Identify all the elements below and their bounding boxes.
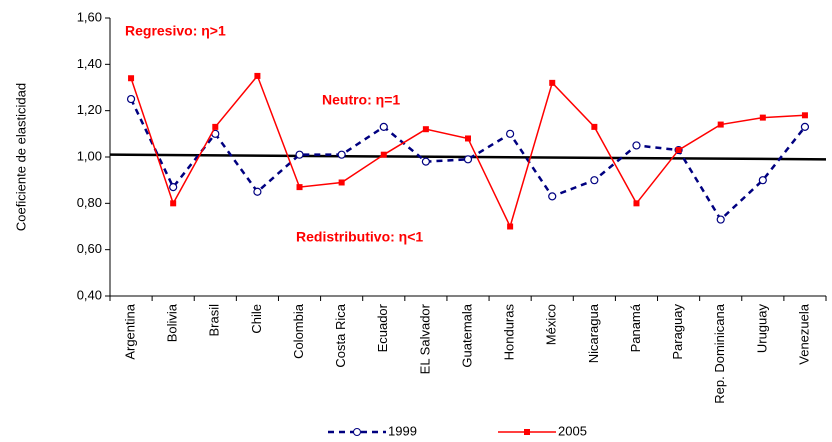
point (465, 135, 471, 142)
x-tick-label: Costa Rica (333, 303, 348, 367)
point (212, 123, 219, 130)
point (422, 126, 429, 133)
x-tick-label: Chile (249, 304, 264, 334)
x-tick-label: Paraguay (670, 304, 685, 360)
x-tick-label: Venezuela (796, 303, 811, 364)
x-tick-label: Bolivia (165, 303, 180, 342)
point (379, 122, 388, 131)
point (717, 121, 724, 128)
point (170, 200, 177, 207)
point (758, 176, 767, 185)
point (716, 215, 725, 224)
y-tick-label: 1,60 (77, 9, 102, 24)
y-tick-label: 0,40 (77, 287, 102, 302)
x-tick-label: Colombia (291, 303, 306, 359)
x-tick-label: Uruguay (754, 304, 769, 354)
point (549, 79, 556, 86)
point (254, 72, 261, 79)
point (801, 112, 808, 119)
y-tick-label: 1,00 (77, 148, 102, 163)
annotation: Redistributivo: η<1 (296, 229, 423, 245)
y-tick-label: 0,60 (77, 241, 102, 256)
series-line (130, 74, 805, 229)
x-tick-label: Guatemala (459, 303, 474, 367)
point (296, 184, 303, 191)
annotation: Regresivo: η>1 (125, 23, 226, 39)
y-axis-label: Coeficiente de elasticidad (13, 83, 28, 231)
x-tick-label: Brasil (207, 304, 222, 337)
point (633, 200, 640, 207)
legend-marker (524, 429, 530, 435)
x-tick-label: Ecuador (375, 303, 390, 352)
point (126, 94, 136, 104)
y-tick-label: 1,40 (77, 56, 102, 71)
y-tick-label: 1,20 (77, 102, 102, 117)
point (632, 141, 641, 150)
x-tick-label: EL Salvador (417, 303, 432, 374)
x-tick-label: Rep. Dominicana (712, 303, 727, 403)
point (506, 129, 515, 138)
point (169, 183, 178, 192)
x-tick-label: Nicaragua (586, 303, 601, 363)
point (421, 157, 430, 166)
point (380, 151, 387, 158)
legend-marker (353, 428, 361, 436)
point (548, 192, 557, 201)
legend-label: 2005 (558, 423, 587, 438)
point (759, 114, 766, 121)
point (253, 187, 262, 196)
point (128, 75, 135, 82)
point (800, 122, 810, 131)
annotation: Neutro: η=1 (322, 92, 400, 108)
series-line (129, 98, 806, 222)
point (507, 223, 514, 230)
legend-label: 1999 (388, 423, 417, 438)
point (675, 147, 682, 154)
y-tick-label: 0,80 (77, 195, 102, 210)
point (295, 150, 304, 159)
x-tick-label: Honduras (502, 304, 517, 361)
point (463, 155, 473, 164)
point (338, 179, 345, 186)
point (337, 150, 346, 159)
x-tick-label: Argentina (122, 303, 137, 359)
point (590, 176, 599, 185)
x-tick-label: Panamá (628, 303, 643, 352)
x-tick-label: México (544, 304, 559, 345)
point (591, 123, 598, 130)
